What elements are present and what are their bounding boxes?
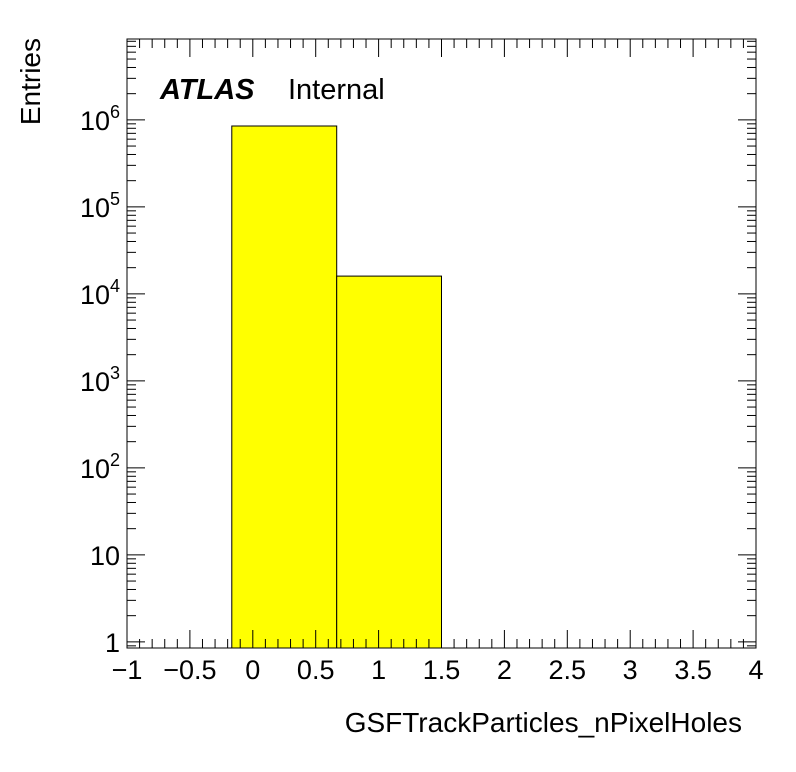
plot-frame — [126, 38, 757, 649]
internal-label: Internal — [288, 74, 385, 106]
x-tick-label: −1 — [112, 655, 143, 685]
y-tick-label: 106 — [80, 102, 120, 136]
x-tick-label: 3 — [623, 655, 638, 685]
x-tick-label: 0 — [245, 655, 260, 685]
x-tick-label: 2.5 — [549, 655, 587, 685]
y-tick-label: 103 — [80, 363, 120, 397]
y-tick-label: 102 — [80, 450, 120, 484]
y-tick-label: 1 — [105, 628, 120, 658]
x-tick-label: 0.5 — [297, 655, 335, 685]
x-tick-label: 1 — [371, 655, 386, 685]
histogram-bar-0 — [231, 125, 338, 649]
y-tick-label: 10 — [90, 541, 120, 571]
histogram-bar-1 — [336, 275, 442, 649]
x-tick-label: 4 — [748, 655, 763, 685]
x-tick-label: 3.5 — [674, 655, 712, 685]
y-tick-label: 105 — [80, 189, 120, 223]
x-tick-label: 2 — [497, 655, 512, 685]
x-tick-label: 1.5 — [423, 655, 461, 685]
y-tick-label: 104 — [80, 276, 120, 310]
x-tick-label: −0.5 — [163, 655, 216, 685]
atlas-label: ATLAS — [159, 74, 255, 106]
y-axis-title: Entries — [15, 38, 46, 125]
x-axis-title: GSFTrackParticles_nPixelHoles — [345, 707, 742, 738]
